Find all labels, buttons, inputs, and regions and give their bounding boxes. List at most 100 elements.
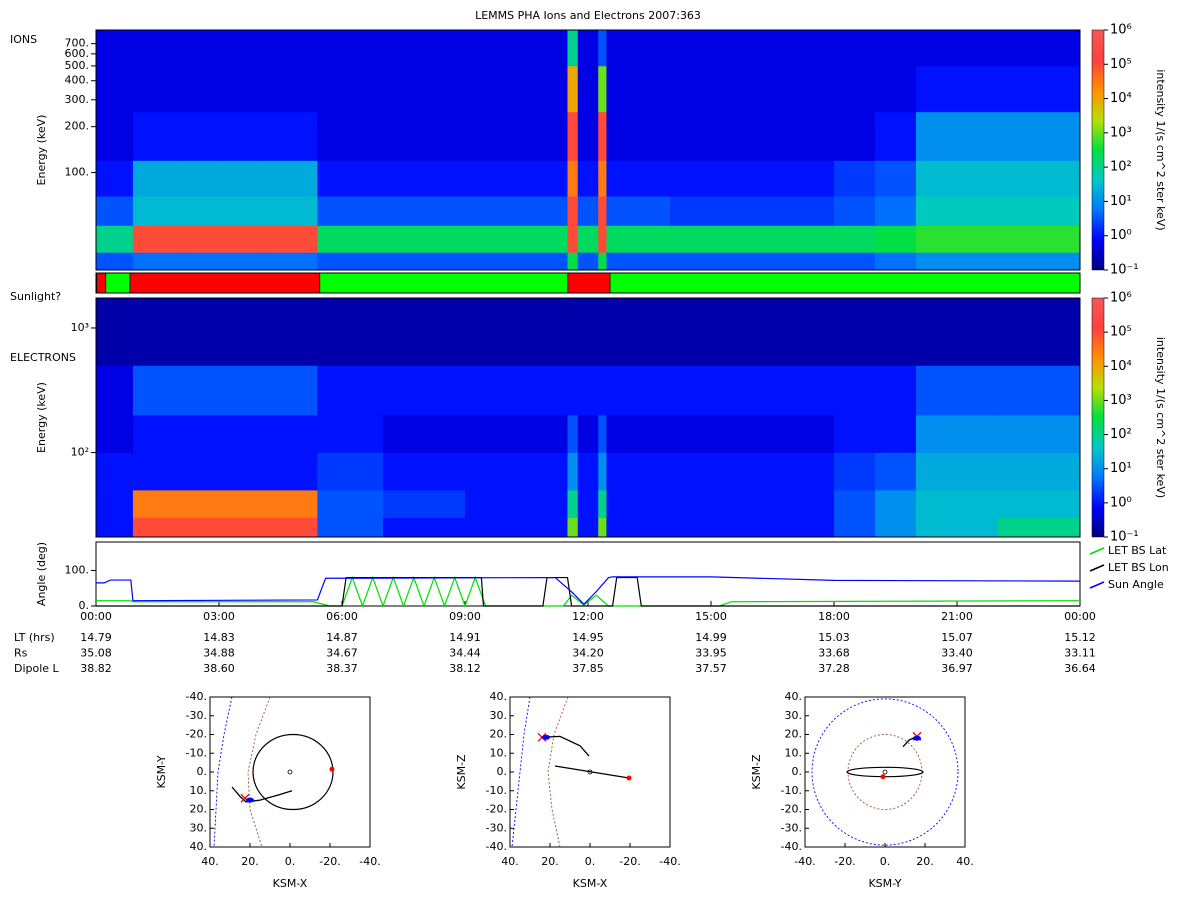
colorbar-tick-label: 10⁴ [1110, 91, 1132, 106]
sunlight-segment [96, 272, 107, 294]
orbit-ellipse [811, 698, 959, 846]
heat-cell [834, 415, 876, 453]
heat-cell [752, 30, 835, 67]
ephemeris-value: 34.67 [326, 647, 358, 660]
panel-frame [95, 541, 1081, 607]
heat-cell [752, 225, 835, 253]
heat-cell [598, 65, 607, 113]
heat-cell [998, 415, 1081, 453]
x-tick-label: 40. [956, 855, 974, 868]
heat-cell [383, 517, 466, 538]
heat-cell [598, 415, 607, 453]
heat-cell [834, 196, 876, 226]
y-tick-label: 0. [497, 765, 508, 778]
heat-cell [96, 160, 134, 197]
heat-cell [834, 111, 876, 161]
heat-cell [567, 196, 579, 226]
y-tick-label: 10³ [71, 321, 89, 334]
y-tick-label: 40. [490, 690, 508, 703]
y-tick-label: 100. [65, 563, 90, 576]
heat-cell [260, 517, 318, 538]
heat-cell [752, 65, 835, 113]
heat-cell [260, 415, 318, 453]
legend-swatch [1089, 564, 1105, 572]
x-tick-label: 40. [501, 855, 519, 868]
heat-cell [465, 196, 568, 226]
heat-cell [383, 160, 466, 197]
heat-cell [178, 196, 220, 226]
x-tick-label: 00:00 [1064, 610, 1096, 623]
ephemeris-row-label: Rs [14, 647, 28, 660]
x-tick-label: 20. [541, 855, 559, 868]
heat-cell [916, 298, 999, 366]
y-tick-label: 10. [490, 746, 508, 759]
heat-cell [670, 298, 753, 366]
heat-cell [998, 65, 1081, 113]
heat-cell [875, 490, 917, 519]
heat-cell [96, 365, 134, 416]
heat-cell [465, 252, 568, 271]
heat-cell [132, 517, 179, 538]
heat-cell [219, 517, 261, 538]
y-tick-label: -30. [781, 821, 802, 834]
heat-cell [567, 30, 579, 67]
heat-cell [178, 298, 220, 366]
heat-cell [670, 452, 753, 491]
y-tick-label: 30. [190, 821, 208, 834]
heat-cell [875, 298, 917, 366]
heat-cell [916, 490, 999, 519]
heat-cell [96, 298, 134, 366]
y-tick-label: 0. [79, 599, 90, 612]
heat-cell [219, 225, 261, 253]
heat-cell [260, 225, 318, 253]
heat-cell [606, 415, 671, 453]
ephemeris-value: 14.87 [326, 631, 358, 644]
heat-cell [834, 160, 876, 197]
colorbar-tick-label: 10¹ [1110, 194, 1132, 209]
heat-cell [834, 490, 876, 519]
orbit-line [547, 697, 569, 847]
y-tick-label: -30. [486, 821, 507, 834]
heat-cell [834, 517, 876, 538]
ephemeris-value: 37.28 [818, 662, 850, 675]
heat-cell [577, 490, 599, 519]
marker-dot [880, 774, 886, 780]
heat-cell [998, 225, 1081, 253]
heat-cell [577, 111, 599, 161]
x-tick-label: 21:00 [941, 610, 973, 623]
y-axis-label: Energy (keV) [35, 115, 48, 186]
x-tick-label: 03:00 [203, 610, 235, 623]
heat-cell [670, 225, 753, 253]
heat-cell [178, 365, 220, 416]
ephemeris-value: 33.11 [1064, 647, 1096, 660]
heat-cell [260, 30, 318, 67]
marker-ring [882, 769, 888, 775]
legend-label: Sun Angle [1108, 578, 1164, 591]
heat-cell [465, 160, 568, 197]
x-tick-label: -20. [619, 855, 640, 868]
heat-cell [132, 298, 179, 366]
y-tick-label: 30. [490, 709, 508, 722]
marker-dot [626, 775, 632, 781]
heat-cell [219, 160, 261, 197]
heat-cell [998, 517, 1081, 538]
heat-cell [670, 490, 753, 519]
heat-cell [465, 30, 568, 67]
heat-cell [465, 490, 568, 519]
ephemeris-row-label: LT (hrs) [14, 631, 55, 644]
heat-cell [219, 111, 261, 161]
y-tick-label: -20. [486, 803, 507, 816]
heat-cell [875, 365, 917, 416]
heat-cell [670, 30, 753, 67]
y-tick-label: -20. [781, 803, 802, 816]
heat-cell [383, 111, 466, 161]
heat-cell [317, 298, 384, 366]
heat-cell [916, 415, 999, 453]
ephemeris-value: 38.82 [80, 662, 112, 675]
x-tick-label: -40. [659, 855, 680, 868]
heat-cell [178, 415, 220, 453]
y-tick-label: 500. [65, 59, 90, 72]
heat-cell [834, 298, 876, 366]
y-tick-label: 0. [792, 765, 803, 778]
y-axis-label: KSM-Y [155, 755, 168, 788]
